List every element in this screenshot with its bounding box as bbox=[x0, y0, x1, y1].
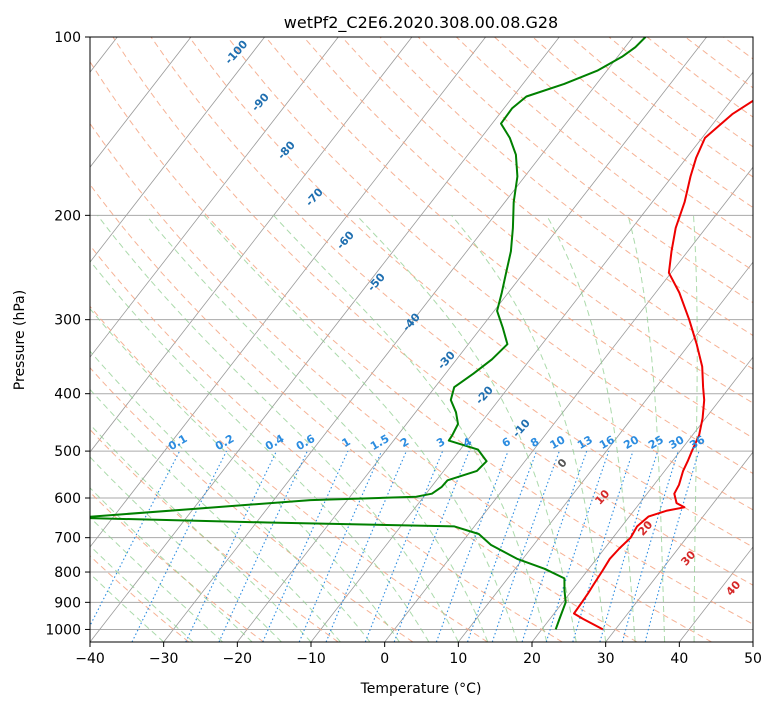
mixing-ratio-line bbox=[545, 450, 610, 642]
y-tick-label: 300 bbox=[54, 313, 81, 329]
x-tick-label: 0 bbox=[380, 651, 389, 667]
mixing-ratio-line bbox=[393, 450, 470, 642]
isotherm-line bbox=[90, 37, 192, 168]
dry-adiabat-line bbox=[188, 37, 753, 511]
dry-adiabat-line bbox=[341, 37, 753, 370]
dry-adiabat-line bbox=[227, 37, 753, 475]
mixing-ratio-line bbox=[621, 450, 679, 642]
x-tick-label: −30 bbox=[149, 651, 179, 667]
chart-title: wetPf2_C2E6.2020.308.00.08.G28 bbox=[284, 13, 558, 33]
mixing-ratio-line bbox=[572, 450, 634, 642]
isotherm-line bbox=[458, 261, 753, 642]
dry-adiabat-line bbox=[90, 367, 414, 642]
isotherm-line bbox=[90, 37, 265, 263]
isotherm-line bbox=[237, 37, 707, 642]
dry-adiabat-line bbox=[90, 305, 488, 642]
moist-adiabat-line bbox=[97, 214, 459, 642]
mixing-ratio-line bbox=[466, 450, 538, 642]
moist-adiabat-line bbox=[627, 215, 666, 642]
moist-adiabat-line bbox=[90, 423, 312, 642]
y-tick-label: 700 bbox=[54, 531, 81, 547]
x-tick-label: −40 bbox=[75, 651, 105, 667]
dry-adiabat-line bbox=[379, 37, 753, 337]
mixing-ratio-line bbox=[298, 450, 383, 642]
x-tick-label: 50 bbox=[744, 651, 762, 667]
y-axis: 1000 900 800 700 600 500 400 300 200 100 bbox=[45, 30, 90, 638]
y-tick-label: 900 bbox=[54, 595, 81, 611]
profile-lines bbox=[90, 37, 753, 631]
moist-adiabat-line bbox=[90, 388, 341, 642]
y-tick-label: 400 bbox=[54, 387, 81, 403]
y-axis-label: Pressure (hPa) bbox=[12, 290, 28, 390]
dewpoint-line bbox=[90, 37, 647, 630]
mixing-ratio-line bbox=[435, 450, 509, 642]
moist-adiabat-line bbox=[145, 214, 489, 642]
y-tick-label: 200 bbox=[54, 208, 81, 224]
moist-adiabat-line bbox=[90, 545, 194, 642]
temperature-line bbox=[573, 99, 753, 631]
moist-adiabat-line bbox=[451, 214, 607, 642]
x-axis-label: Temperature (°C) bbox=[360, 681, 482, 697]
dry-adiabat-line bbox=[90, 122, 712, 642]
mixing-ratio-line bbox=[325, 450, 407, 642]
isotherm-line bbox=[605, 451, 753, 642]
dry-adiabat-line bbox=[112, 37, 753, 586]
moist-adiabat-line bbox=[546, 215, 636, 642]
x-tick-label: 10 bbox=[449, 651, 467, 667]
moist-adiabat-line bbox=[90, 456, 282, 642]
moist-adiabat-line bbox=[90, 350, 371, 642]
isotherm-line bbox=[90, 37, 339, 358]
moist-adiabat-line bbox=[693, 215, 698, 642]
background-lines bbox=[90, 37, 753, 642]
x-tick-label: 40 bbox=[670, 651, 688, 667]
isotherm-line bbox=[90, 37, 560, 642]
mixing-ratio-line bbox=[599, 450, 659, 642]
mixing-ratio-line bbox=[364, 450, 444, 642]
x-tick-label: −10 bbox=[296, 651, 326, 667]
dry-adiabat-line bbox=[90, 555, 190, 642]
moist-adiabat-line bbox=[90, 259, 430, 642]
dry-adiabat-line bbox=[417, 37, 753, 304]
moist-adiabat-line bbox=[273, 214, 548, 642]
y-tick-label: 600 bbox=[54, 491, 81, 507]
moist-adiabat-line bbox=[90, 487, 253, 642]
isotherm-line bbox=[384, 166, 753, 642]
moist-adiabat-line bbox=[203, 214, 518, 642]
mixing-ratio-line bbox=[131, 450, 227, 642]
y-tick-label: 800 bbox=[54, 565, 81, 581]
mixing-ratio-line bbox=[262, 450, 349, 642]
dry-adiabat-line bbox=[90, 60, 753, 625]
dry-adiabat-line bbox=[90, 428, 339, 642]
mixing-ratio-line bbox=[491, 450, 560, 642]
mixing-ratio-line bbox=[644, 450, 700, 642]
isotherm-line bbox=[310, 71, 753, 642]
x-tick-label: −20 bbox=[223, 651, 253, 667]
isotherm-line bbox=[531, 356, 753, 642]
y-tick-label: 500 bbox=[54, 444, 81, 460]
x-axis: −40 −30 −20 −10 0 10 20 30 40 50 bbox=[75, 642, 762, 667]
plot-frame bbox=[89, 36, 754, 643]
mixing-ratio-line bbox=[521, 450, 588, 642]
isotherm-line bbox=[90, 37, 486, 548]
x-tick-label: 30 bbox=[597, 651, 615, 667]
y-tick-label: 100 bbox=[54, 30, 81, 46]
dry-adiabat-line bbox=[150, 37, 753, 548]
y-tick-label: 1000 bbox=[45, 622, 81, 638]
x-tick-label: 20 bbox=[523, 651, 541, 667]
moist-adiabat-line bbox=[90, 516, 223, 642]
dry-adiabat-line bbox=[90, 244, 563, 642]
moist-adiabat-line bbox=[90, 572, 165, 642]
isotherm-line bbox=[90, 37, 413, 453]
